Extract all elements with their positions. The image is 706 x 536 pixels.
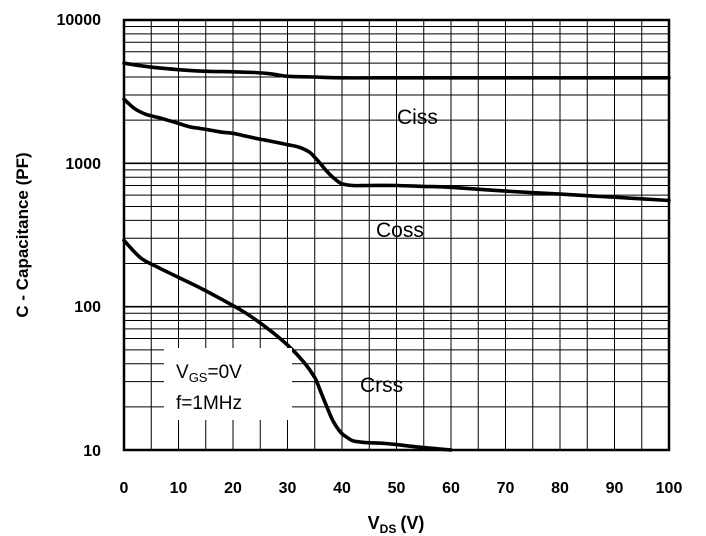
series-layer bbox=[122, 61, 671, 452]
x-tick-label: 40 bbox=[333, 480, 351, 497]
y-tick-label: 100 bbox=[74, 299, 101, 316]
x-tick-labels: 0 10 20 30 40 50 60 70 80 90 100 bbox=[120, 480, 683, 497]
series-line-ciss bbox=[122, 61, 671, 80]
y-tick-label: 10000 bbox=[57, 12, 102, 29]
series-label-crss: Crss bbox=[360, 374, 403, 397]
x-tick-label: 100 bbox=[656, 480, 683, 497]
x-axis-label: VDS (V) bbox=[368, 513, 425, 536]
series-line-crss bbox=[122, 238, 453, 452]
x-axis-label-subscript: DS bbox=[380, 522, 397, 536]
y-tick-labels: 10000 1000 100 10 bbox=[57, 12, 102, 460]
x-tick-label: 0 bbox=[120, 480, 129, 497]
annotation-vgs-main: V bbox=[176, 362, 189, 383]
x-tick-label: 30 bbox=[279, 480, 297, 497]
annotation-vgs-subscript: GS bbox=[189, 370, 208, 385]
plot-area-border bbox=[122, 18, 671, 452]
x-tick-label: 20 bbox=[224, 480, 242, 497]
annotation-vgs: VGS=0V bbox=[176, 362, 242, 385]
annotation-vgs-value: =0V bbox=[207, 362, 242, 383]
x-axis-label-unit: (V) bbox=[400, 513, 424, 533]
conditions-annotation: VGS=0V f=1MHz bbox=[164, 348, 292, 420]
series-label-coss: Coss bbox=[376, 219, 424, 242]
x-axis-label-main: V bbox=[368, 513, 380, 533]
series-line-coss bbox=[122, 97, 671, 203]
grid-lines bbox=[124, 20, 669, 450]
annotation-frequency: f=1MHz bbox=[176, 393, 242, 414]
x-tick-label: 10 bbox=[170, 480, 188, 497]
x-tick-label: 70 bbox=[497, 480, 515, 497]
x-tick-label: 60 bbox=[442, 480, 460, 497]
x-tick-label: 90 bbox=[606, 480, 624, 497]
y-tick-label: 1000 bbox=[65, 156, 101, 173]
x-tick-label: 80 bbox=[551, 480, 569, 497]
x-tick-label: 50 bbox=[388, 480, 406, 497]
y-tick-label: 10 bbox=[83, 443, 101, 460]
series-label-ciss: Ciss bbox=[397, 106, 438, 129]
annotation-box bbox=[164, 348, 292, 420]
y-axis-label: C - Capacitance (PF) bbox=[13, 152, 32, 317]
